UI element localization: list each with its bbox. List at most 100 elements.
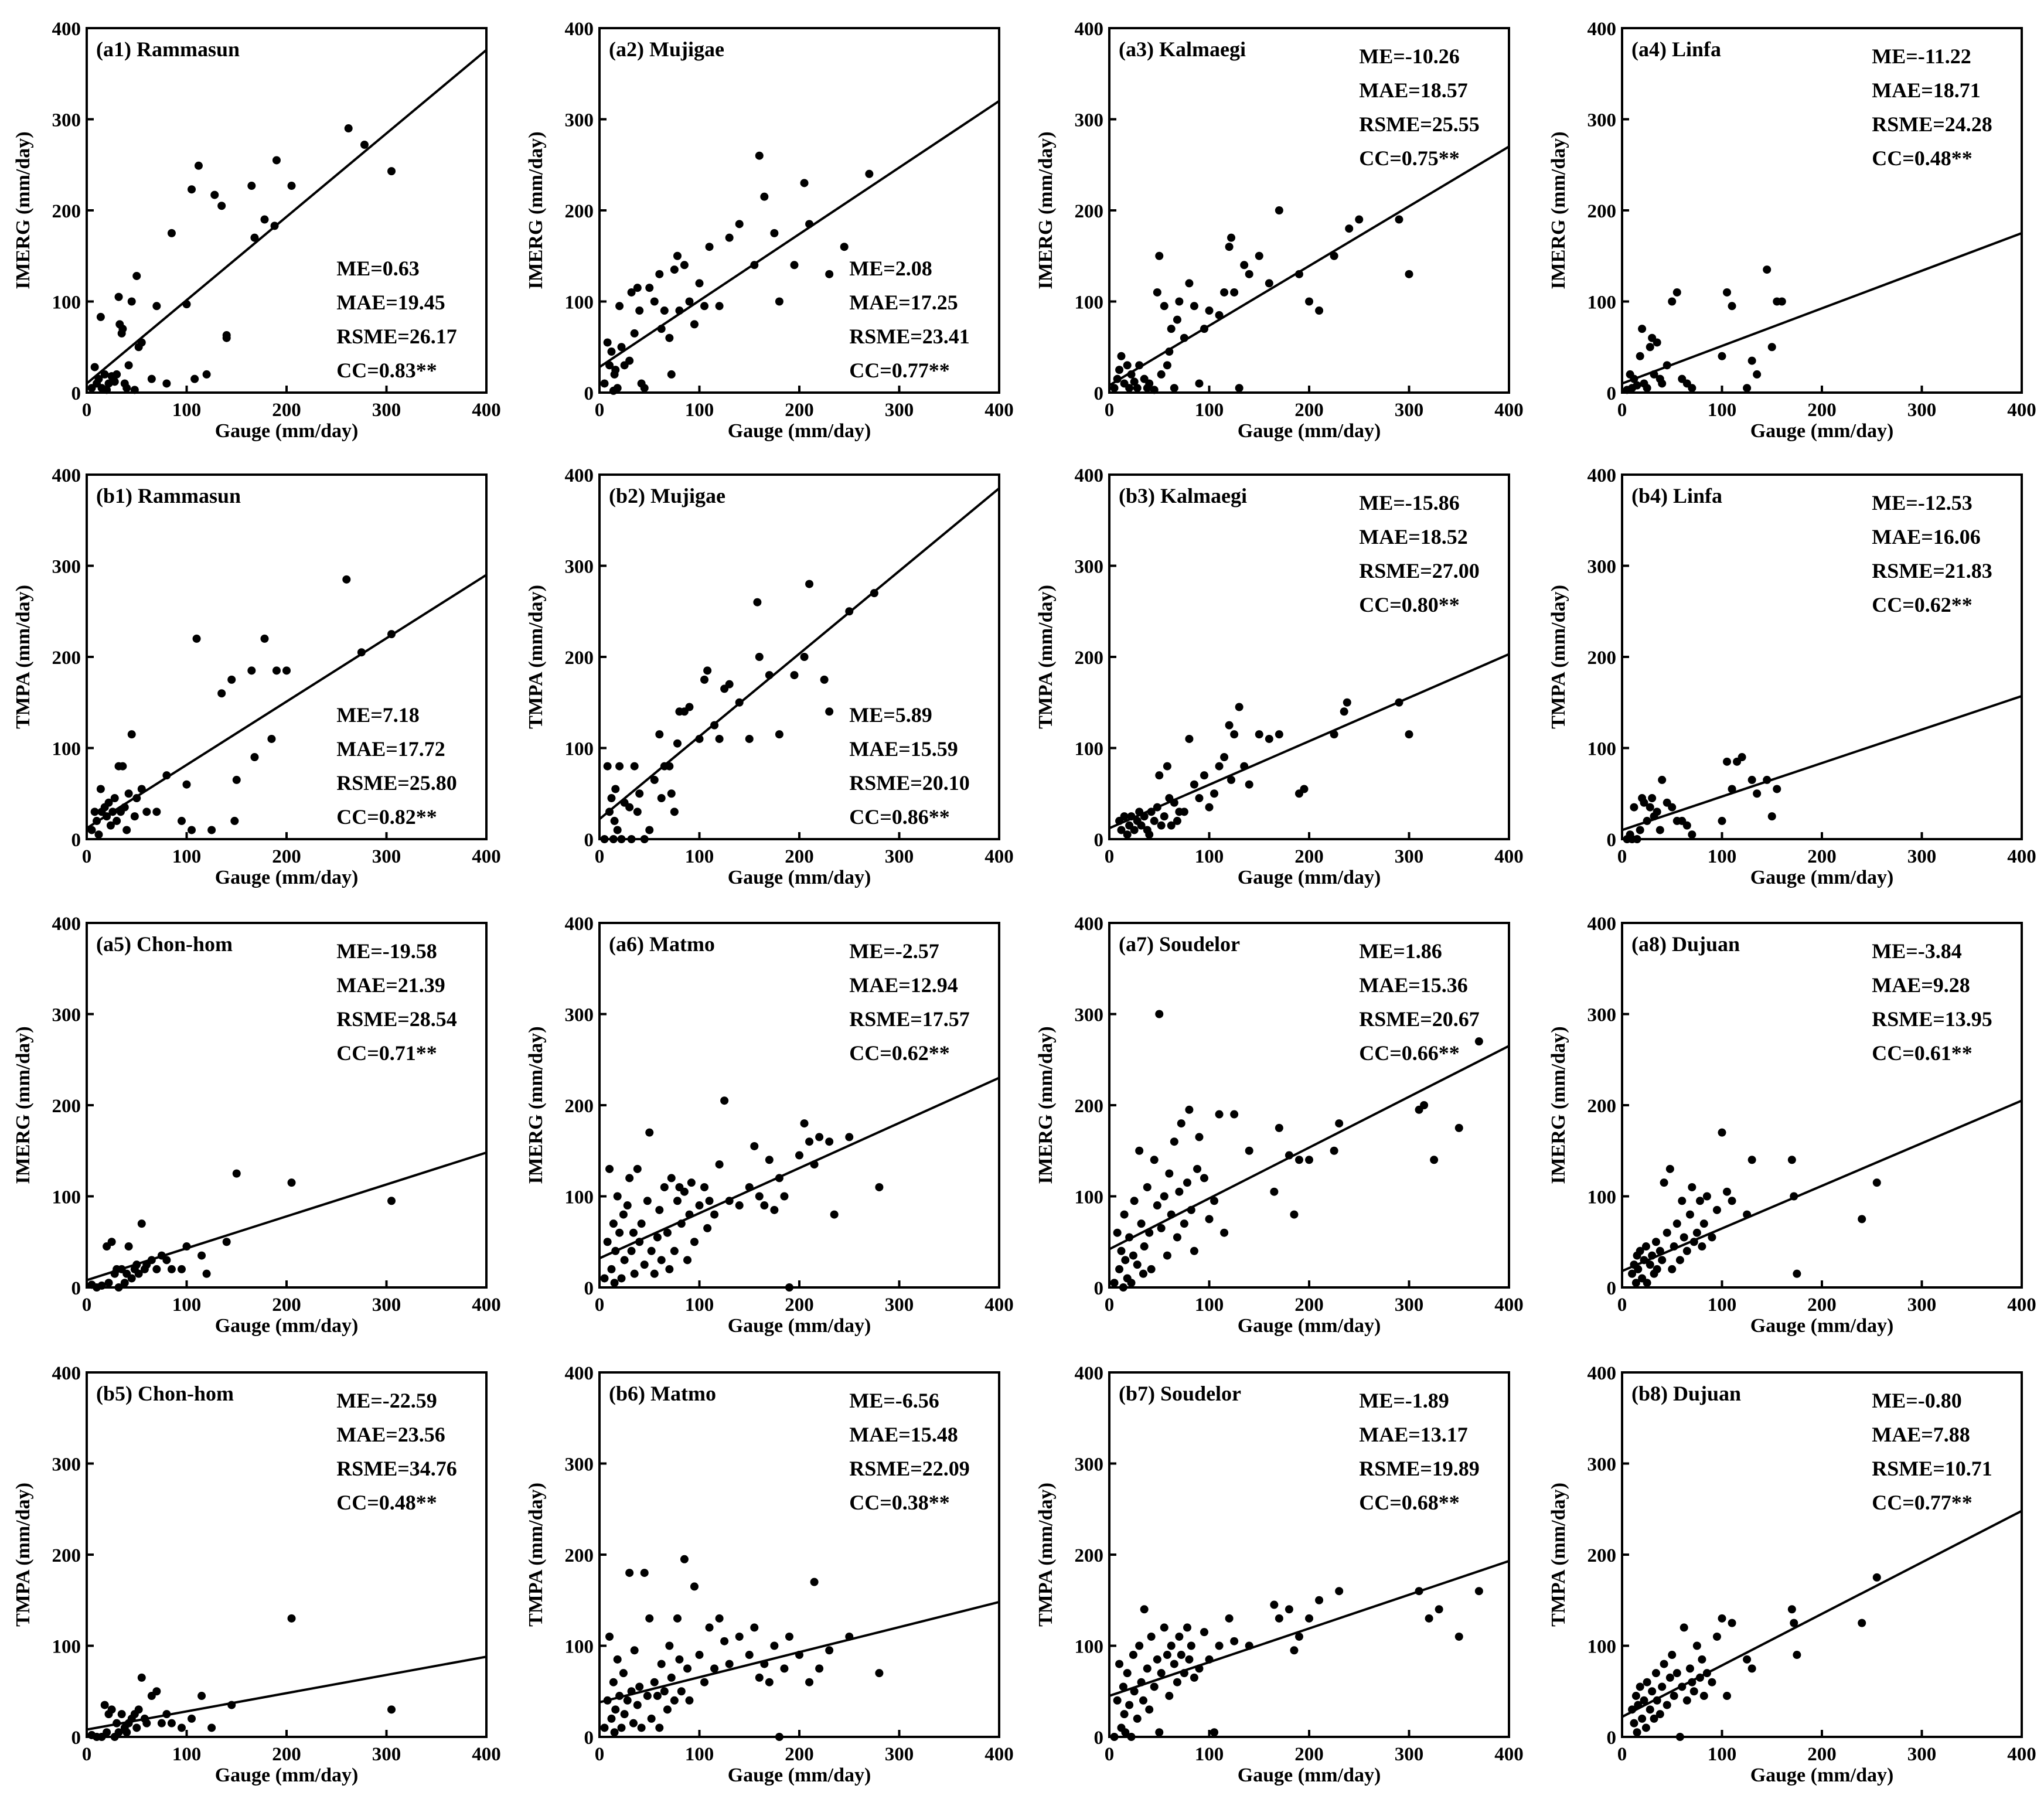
y-tick-label: 300 (565, 110, 594, 131)
x-tick-label: 400 (472, 1744, 501, 1765)
data-point (1205, 803, 1214, 812)
data-point (1688, 1183, 1696, 1191)
stat-label: MAE=12.94 (849, 973, 958, 997)
y-tick-label: 0 (1607, 1728, 1617, 1749)
data-point (645, 826, 654, 834)
panel-title: (b3) Kalmaegi (1119, 484, 1247, 507)
x-tick-label: 400 (984, 1744, 1014, 1765)
data-point (142, 1719, 151, 1728)
data-point (107, 1238, 116, 1246)
data-point (765, 1678, 774, 1686)
data-point (1634, 1265, 1643, 1273)
data-point (1643, 816, 1651, 825)
data-point (735, 220, 744, 229)
data-point (1175, 1632, 1184, 1641)
data-point (640, 1569, 649, 1577)
x-tick-label: 100 (1195, 846, 1224, 867)
stat-label: CC=0.38** (849, 1491, 950, 1514)
data-point (260, 634, 269, 643)
data-point (755, 1192, 764, 1201)
data-point (1245, 780, 1253, 789)
data-point (725, 233, 734, 242)
data-point (1425, 1614, 1433, 1623)
stat-label: MAE=15.59 (849, 737, 958, 761)
x-tick-label: 300 (372, 1744, 401, 1765)
data-point (103, 1728, 111, 1737)
y-tick-label: 200 (1075, 1096, 1104, 1117)
data-point (1395, 215, 1403, 224)
y-tick-label: 300 (1075, 1005, 1104, 1026)
x-tick-label: 0 (82, 400, 92, 421)
data-point (122, 384, 131, 393)
data-point (1165, 1169, 1174, 1178)
data-point (1454, 1632, 1463, 1641)
data-point (1200, 1174, 1208, 1183)
data-point (1150, 386, 1159, 394)
data-point (1668, 1651, 1677, 1660)
x-tick-label: 400 (1494, 1744, 1524, 1765)
y-axis-label: TMPA (mm/day) (525, 585, 547, 729)
stat-label: ME=2.08 (849, 257, 932, 280)
data-point (1723, 757, 1732, 766)
data-point (177, 1265, 186, 1273)
x-tick-label: 100 (172, 846, 202, 867)
data-point (1670, 1242, 1678, 1251)
data-point (1275, 730, 1283, 739)
data-point (845, 607, 854, 616)
data-point (805, 1137, 814, 1146)
data-point (1235, 703, 1244, 711)
stat-label: ME=-1.89 (1359, 1389, 1449, 1412)
data-point (127, 297, 136, 306)
data-point (875, 1669, 884, 1678)
data-point (1633, 835, 1641, 843)
stat-label: CC=0.75** (1359, 146, 1460, 170)
data-point (800, 179, 809, 188)
data-point (1663, 1701, 1671, 1709)
data-point (875, 1183, 884, 1191)
data-point (1698, 1655, 1706, 1664)
scatter-panel: 0 100 200 300 400 0 100 200 300 400 Gauge (mm/day)… (12, 1363, 501, 1786)
data-point (845, 1133, 854, 1142)
regression-line (87, 49, 486, 384)
data-point (1685, 1210, 1694, 1219)
data-point (1305, 297, 1313, 306)
data-point (1699, 1692, 1708, 1701)
data-point (1689, 1687, 1698, 1696)
data-point (1115, 1660, 1124, 1668)
data-point (387, 630, 396, 639)
data-point (800, 653, 809, 661)
data-point (1210, 1197, 1219, 1205)
data-point (1157, 370, 1166, 379)
data-point (1653, 1265, 1661, 1273)
x-tick-label: 0 (1105, 846, 1115, 867)
data-point (1646, 343, 1654, 352)
data-point (1160, 302, 1169, 311)
data-point (1147, 1265, 1156, 1273)
data-point (357, 648, 366, 657)
data-point (1668, 297, 1677, 306)
data-point (653, 1233, 662, 1242)
y-axis-label: IMERG (mm/day) (12, 1026, 34, 1184)
data-point (1167, 325, 1176, 333)
data-point (1125, 384, 1134, 393)
data-point (1170, 798, 1178, 807)
y-tick-label: 100 (1075, 1187, 1104, 1208)
data-point (1698, 1242, 1706, 1251)
data-point (114, 1283, 123, 1292)
data-point (1628, 1705, 1637, 1714)
data-point (1230, 288, 1239, 297)
scatter-panel: 0 100 200 300 400 0 100 200 300 400 Gauge (mm/day)… (12, 19, 501, 442)
data-point (1127, 1279, 1136, 1287)
regression-line (1622, 694, 2022, 832)
regression-line (1622, 232, 2022, 385)
panel-title: (b7) Soudelor (1119, 1382, 1241, 1405)
data-point (1200, 325, 1208, 333)
data-point (1153, 1201, 1161, 1210)
data-point (1668, 803, 1677, 812)
data-point (1695, 1673, 1704, 1682)
data-point (1728, 1619, 1736, 1627)
data-point (720, 1096, 729, 1105)
x-axis-label: Gauge (mm/day) (215, 1764, 359, 1786)
stat-label: RSME=25.55 (1359, 113, 1480, 136)
data-point (1163, 1251, 1171, 1260)
